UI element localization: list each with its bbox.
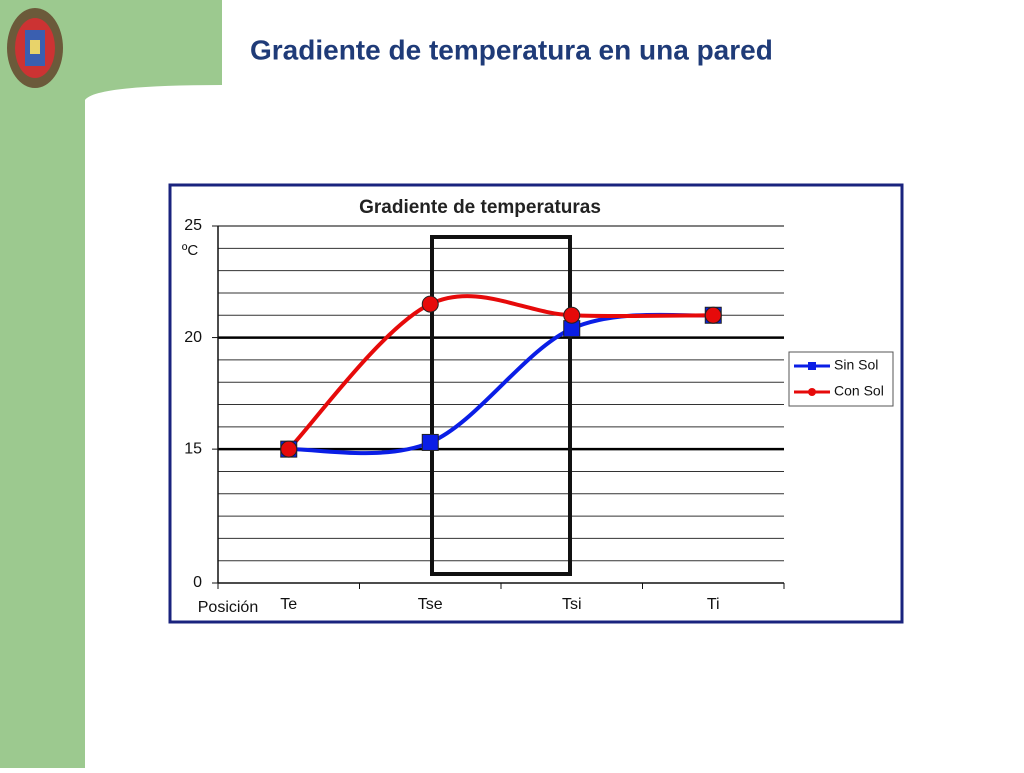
marker [563, 306, 581, 324]
chart-title: Gradiente de temperaturas [359, 197, 601, 218]
y-tick-label: 20 [184, 329, 202, 346]
x-tick-label: Tse [418, 596, 443, 613]
legend-marker [808, 362, 816, 370]
y-tick-label: 0 [193, 574, 202, 591]
marks: Sin Sol Con Sol [280, 294, 894, 458]
x-axis-label: Posición [198, 599, 258, 616]
x-tick-label: Ti [707, 596, 720, 613]
legend-label: Con Sol [834, 383, 884, 399]
logo [7, 8, 63, 88]
chart-frame [168, 183, 904, 624]
marker [421, 295, 439, 313]
x-tick-label: Tsi [562, 596, 582, 613]
series-line [287, 294, 714, 451]
slide-title: Gradiente de temperatura en una pared [250, 34, 773, 65]
legend-marker [808, 388, 816, 396]
marker [421, 433, 439, 451]
y-axis-label: ºC [182, 242, 198, 259]
legend-label: Sin Sol [834, 357, 878, 373]
corner [85, 85, 222, 100]
y-tick-label: 15 [184, 440, 202, 457]
y-tick-label: 25 [184, 217, 202, 234]
x-tick-label: Te [280, 596, 297, 613]
marker [704, 306, 722, 324]
legend-box [788, 351, 894, 407]
side-bar [0, 0, 85, 768]
wall-box [430, 235, 572, 576]
marker [280, 440, 298, 458]
plot: 0 15 20 25 Te Tse Tsi Ti [184, 217, 785, 613]
